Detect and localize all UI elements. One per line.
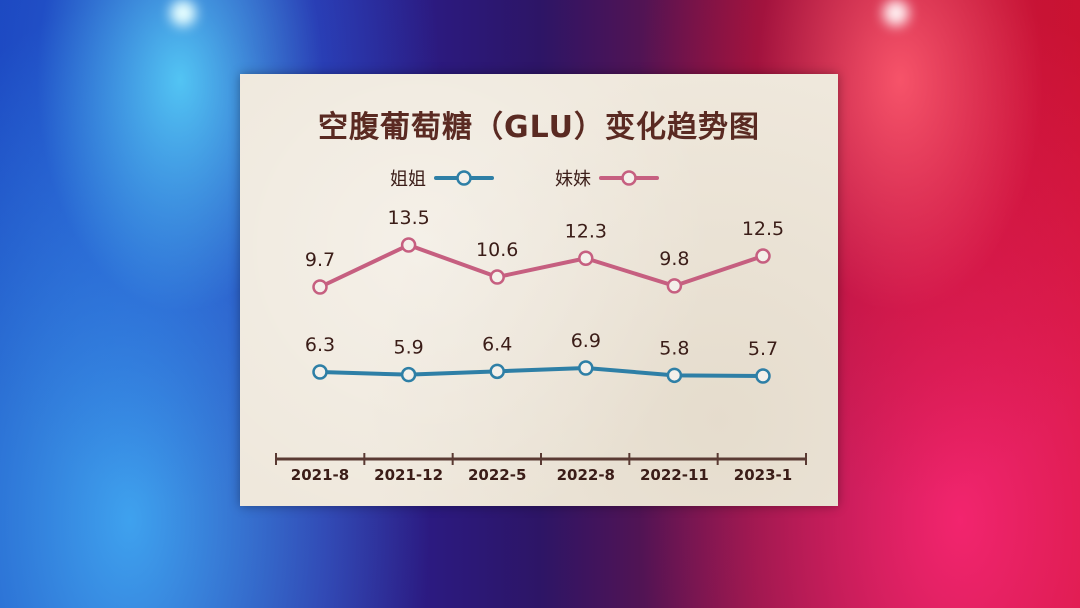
data-point (400, 366, 417, 383)
data-point (755, 248, 771, 264)
data-label: 6.9 (571, 330, 601, 352)
legend-label-elder: 姐姐 (390, 169, 426, 190)
series-line-younger (318, 243, 765, 289)
x-tick-label: 2022-11 (640, 466, 709, 484)
data-point (312, 364, 328, 380)
data-point (578, 360, 594, 376)
chart-card: 空腹葡萄糖（GLU）变化趋势图 姐姐 妹妹 6.3 5.9 6.4 6.9 5.8 5.7… (240, 74, 838, 506)
data-label: 5.7 (748, 338, 778, 360)
data-label: 12.3 (565, 220, 607, 242)
legend-marker-younger (599, 170, 659, 186)
chart-title: 空腹葡萄糖（GLU）变化趋势图 (317, 110, 761, 145)
data-point (400, 237, 417, 253)
data-label: 6.3 (305, 334, 335, 356)
data-label: 5.8 (659, 337, 689, 359)
data-label: 9.7 (305, 249, 335, 271)
data-point (489, 363, 505, 380)
legend-marker-elder (434, 170, 494, 186)
x-tick-label: 2023-1 (734, 466, 792, 484)
x-tick-label: 2021-8 (291, 466, 349, 484)
x-tick-label: 2022-8 (557, 466, 615, 484)
data-point (312, 279, 328, 295)
legend-elder-sister: 姐姐 (390, 166, 494, 190)
data-label: 13.5 (387, 207, 429, 229)
data-point (666, 278, 683, 294)
line-chart: 6.3 5.9 6.4 6.9 5.8 5.7 9.7 13.5 10.6 12.3 9.8 12.5… (275, 207, 807, 484)
data-label: 5.9 (393, 337, 423, 359)
x-tick-label: 2021-12 (374, 466, 443, 484)
data-label: 9.8 (659, 248, 689, 270)
data-label: 6.4 (482, 333, 512, 355)
blue-spotlight (170, 0, 196, 26)
data-label: 12.5 (742, 218, 784, 240)
data-point (755, 368, 771, 384)
x-tick-label: 2022-5 (468, 466, 526, 484)
legend-younger-sister: 妹妹 (555, 166, 659, 190)
red-spotlight (883, 0, 909, 26)
legend-label-younger: 妹妹 (555, 169, 591, 190)
data-label: 10.6 (476, 239, 518, 261)
data-point (666, 367, 683, 384)
data-point (489, 269, 505, 285)
data-point (578, 250, 594, 267)
series-line-elder (318, 366, 765, 378)
